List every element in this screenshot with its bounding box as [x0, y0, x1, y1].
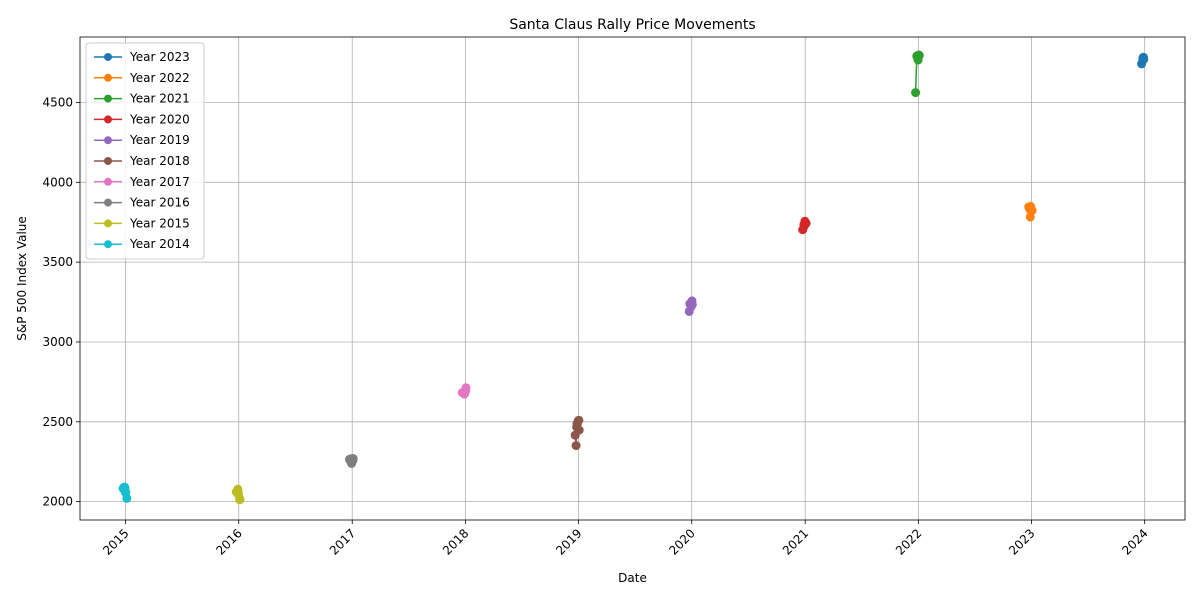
- x-tick-label: 2019: [553, 526, 584, 557]
- legend-label: Year 2022: [129, 71, 190, 85]
- y-tick-label: 4500: [42, 95, 73, 109]
- series-year-2019: [684, 296, 697, 316]
- data-point: [571, 441, 581, 451]
- x-tick-label: 2017: [327, 526, 358, 557]
- legend-box: [85, 42, 205, 260]
- x-tick-label: 2021: [780, 526, 811, 557]
- legend-marker: [104, 73, 112, 82]
- y-tick-label: 2500: [42, 415, 73, 429]
- chart-title: Santa Claus Rally Price Movements: [509, 17, 755, 33]
- legend-marker: [104, 198, 112, 207]
- data-point: [801, 218, 811, 228]
- legend-label: Year 2018: [129, 154, 190, 168]
- grid-layer: [80, 37, 1185, 520]
- legend-label: Year 2021: [129, 92, 190, 106]
- legend-item: Year 2020: [94, 112, 190, 126]
- legend-item: Year 2023: [94, 50, 190, 64]
- legend-marker: [104, 94, 112, 103]
- data-point: [235, 494, 245, 504]
- legend-marker: [104, 53, 112, 61]
- legend-item: Year 2014: [94, 237, 190, 251]
- series-year-2016: [344, 454, 358, 468]
- y-tick-label: 3500: [42, 255, 73, 269]
- x-axis-label: Date: [618, 571, 647, 585]
- data-point: [574, 425, 584, 435]
- x-tick-label: 2022: [893, 526, 924, 557]
- series-year-2022: [1024, 201, 1037, 222]
- data-point: [1139, 54, 1149, 64]
- legend-item: Year 2022: [94, 71, 190, 85]
- data-point: [122, 493, 132, 503]
- legend-item: Year 2018: [94, 154, 190, 168]
- legend-label: Year 2017: [129, 175, 190, 189]
- data-point: [687, 299, 697, 309]
- y-tick-label: 2000: [42, 495, 73, 509]
- series-year-2023: [1137, 52, 1149, 69]
- x-tick-label: 2024: [1119, 526, 1150, 557]
- series-year-2020: [798, 216, 811, 235]
- y-axis-label: S&P 500 Index Value: [15, 216, 29, 341]
- series-year-2018: [570, 415, 584, 451]
- legend-label: Year 2019: [129, 133, 190, 147]
- data-point: [461, 383, 471, 393]
- y-tick-label: 4000: [42, 175, 73, 189]
- legend-item: Year 2021: [94, 92, 190, 106]
- x-tick-label: 2023: [1006, 526, 1037, 557]
- legend-marker: [104, 177, 112, 186]
- legend-item: Year 2015: [94, 216, 190, 230]
- series-year-2017: [457, 383, 471, 399]
- data-point: [348, 454, 358, 464]
- legend-label: Year 2023: [129, 50, 190, 64]
- data-point: [914, 51, 924, 61]
- legend-label: Year 2016: [129, 196, 190, 210]
- legend: Year 2023 Year 2022 Year 2021 Year 2020 Year…: [85, 42, 205, 260]
- legend-item: Year 2017: [94, 175, 190, 189]
- x-tick-label: 2016: [213, 526, 244, 557]
- legend-marker: [104, 136, 112, 145]
- series-year-2015: [231, 484, 245, 505]
- legend-marker: [104, 240, 112, 249]
- legend-marker: [104, 115, 112, 124]
- legend-marker: [104, 157, 112, 165]
- legend-marker: [104, 219, 112, 228]
- x-tick-label: 2015: [100, 526, 131, 557]
- series-year-2021: [911, 50, 924, 98]
- series-layer: [118, 50, 1149, 505]
- legend-label: Year 2014: [129, 237, 190, 251]
- legend-item: Year 2019: [94, 133, 190, 147]
- plot-frame: [79, 36, 1186, 521]
- series-year-2014: [118, 482, 132, 503]
- legend-label: Year 2015: [129, 216, 190, 230]
- data-point: [574, 415, 584, 425]
- tick-layer: 2015 2016 2017 2018 2019 2020 2021 2022 2023 2024…: [42, 95, 1150, 557]
- x-tick-label: 2018: [440, 526, 471, 557]
- data-point: [911, 88, 921, 98]
- y-tick-label: 3000: [42, 335, 73, 349]
- data-point: [1027, 205, 1037, 215]
- x-tick-label: 2020: [666, 526, 697, 557]
- legend-label: Year 2020: [129, 112, 190, 126]
- legend-item: Year 2016: [94, 196, 190, 210]
